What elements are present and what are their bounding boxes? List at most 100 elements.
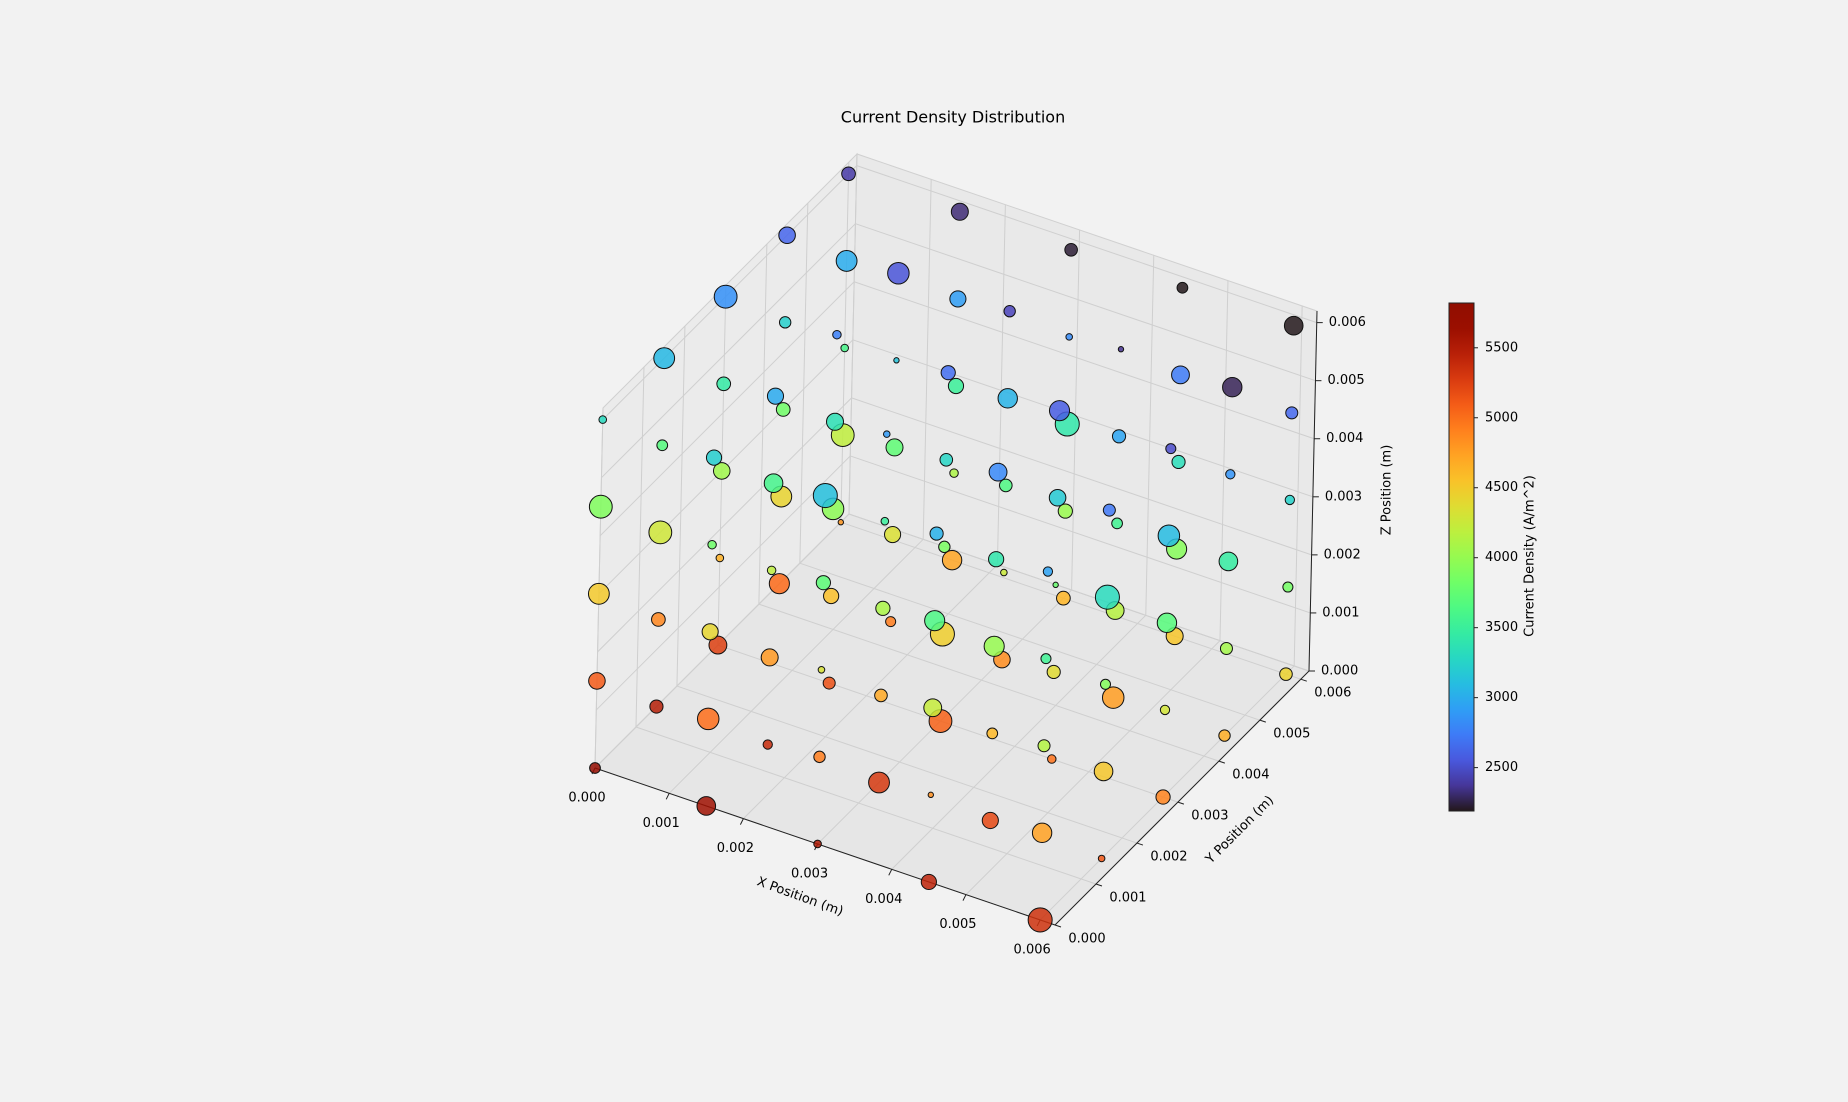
data-point — [1282, 581, 1294, 593]
data-point — [707, 539, 717, 550]
y-axis — [1054, 670, 1310, 926]
data-point — [927, 791, 934, 799]
y-grid-line — [799, 562, 1261, 721]
x-tick-label: 0.004 — [865, 892, 902, 907]
tick-mark — [888, 869, 893, 876]
z-axis — [1308, 310, 1318, 672]
data-point — [1040, 653, 1052, 665]
data-point — [696, 707, 720, 731]
y-tick-label: 0.001 — [1109, 891, 1146, 906]
data-point — [1225, 469, 1236, 480]
z-tick-label: 0.000 — [1321, 664, 1358, 679]
z-grid-line — [599, 281, 855, 537]
data-point — [1218, 551, 1239, 572]
x-grid-line — [1145, 255, 1155, 616]
data-point — [1048, 488, 1067, 507]
data-point — [988, 551, 1005, 568]
data-point — [715, 553, 725, 563]
chart-title: Current Density Distribution — [841, 108, 1065, 127]
x-grid-line — [922, 179, 932, 540]
data-point — [708, 635, 728, 655]
data-point — [656, 439, 669, 452]
z-grid-line — [597, 397, 852, 653]
y-grid-line — [758, 603, 1220, 762]
data-point — [884, 525, 902, 544]
data-point — [840, 343, 849, 353]
data-point — [1284, 494, 1295, 506]
data-point — [813, 750, 826, 764]
data-point — [924, 610, 946, 632]
data-point — [1218, 729, 1231, 742]
data-point — [940, 365, 956, 381]
colorbar-tick-label: 3000 — [1485, 690, 1518, 705]
data-point — [1031, 822, 1053, 844]
data-point — [1111, 429, 1127, 444]
x-tick-label: 0.005 — [939, 917, 976, 932]
data-point — [1065, 333, 1073, 341]
data-point — [949, 468, 959, 478]
tick-mark — [1136, 842, 1144, 846]
data-point — [1003, 305, 1016, 318]
data-point — [874, 688, 888, 703]
data-point — [1283, 315, 1304, 336]
data-point — [1171, 454, 1186, 470]
data-point — [598, 415, 608, 424]
data-point — [651, 612, 666, 627]
z-grid-line — [851, 397, 1312, 556]
z-grid-line — [852, 339, 1314, 498]
data-point — [1097, 854, 1106, 863]
x-grid-line — [848, 153, 858, 515]
x-tick-label: 0.006 — [1014, 942, 1051, 957]
y-tick-label: 0.005 — [1273, 727, 1310, 742]
y-grid-line — [676, 685, 1138, 844]
data-point — [1094, 584, 1120, 610]
x-tick-label: 0.001 — [643, 816, 680, 831]
data-point — [760, 648, 779, 667]
colorbar-tick-label: 5500 — [1485, 340, 1518, 355]
data-point — [875, 600, 891, 616]
x-tick-label: 0.003 — [791, 866, 828, 881]
data-point — [826, 412, 844, 431]
data-point — [1219, 641, 1233, 655]
data-point — [1279, 667, 1293, 681]
x-axis — [594, 767, 1056, 926]
data-point — [588, 672, 606, 690]
tick-mark — [1095, 883, 1103, 887]
y-axis-label: Y Position (m) — [1202, 793, 1277, 868]
data-point — [763, 473, 784, 494]
y-tick-label: 0.006 — [1314, 686, 1351, 701]
x-grid-line — [965, 640, 1221, 895]
data-point — [1046, 664, 1061, 680]
z-grid-line — [848, 513, 1310, 672]
data-point — [983, 635, 1005, 657]
data-point — [705, 449, 723, 466]
y-tick-label: 0.004 — [1232, 768, 1269, 783]
x-grid-line — [891, 614, 1147, 870]
x-grid-line — [668, 538, 924, 794]
data-point — [716, 376, 732, 392]
data-point — [947, 377, 965, 395]
data-point — [1000, 568, 1008, 577]
data-point — [701, 623, 719, 641]
colorbar-tick-label: 5000 — [1485, 410, 1518, 425]
data-point — [1102, 503, 1116, 517]
data-point — [1156, 612, 1178, 634]
data-point — [880, 516, 890, 526]
tick-mark — [665, 793, 670, 800]
tick-mark — [739, 818, 744, 825]
data-point — [768, 573, 790, 595]
data-point — [950, 202, 969, 221]
x-grid-line — [1219, 280, 1229, 641]
colorbar-tick-label: 4000 — [1485, 550, 1518, 565]
data-point — [712, 462, 731, 480]
data-point — [1176, 281, 1189, 294]
data-point — [813, 839, 822, 849]
data-point — [986, 727, 999, 740]
data-point — [997, 388, 1018, 409]
data-point — [939, 452, 954, 467]
y-grid-line — [840, 162, 850, 523]
data-point — [929, 526, 944, 541]
y-tick-label: 0.000 — [1068, 932, 1105, 947]
data-point — [822, 676, 836, 690]
